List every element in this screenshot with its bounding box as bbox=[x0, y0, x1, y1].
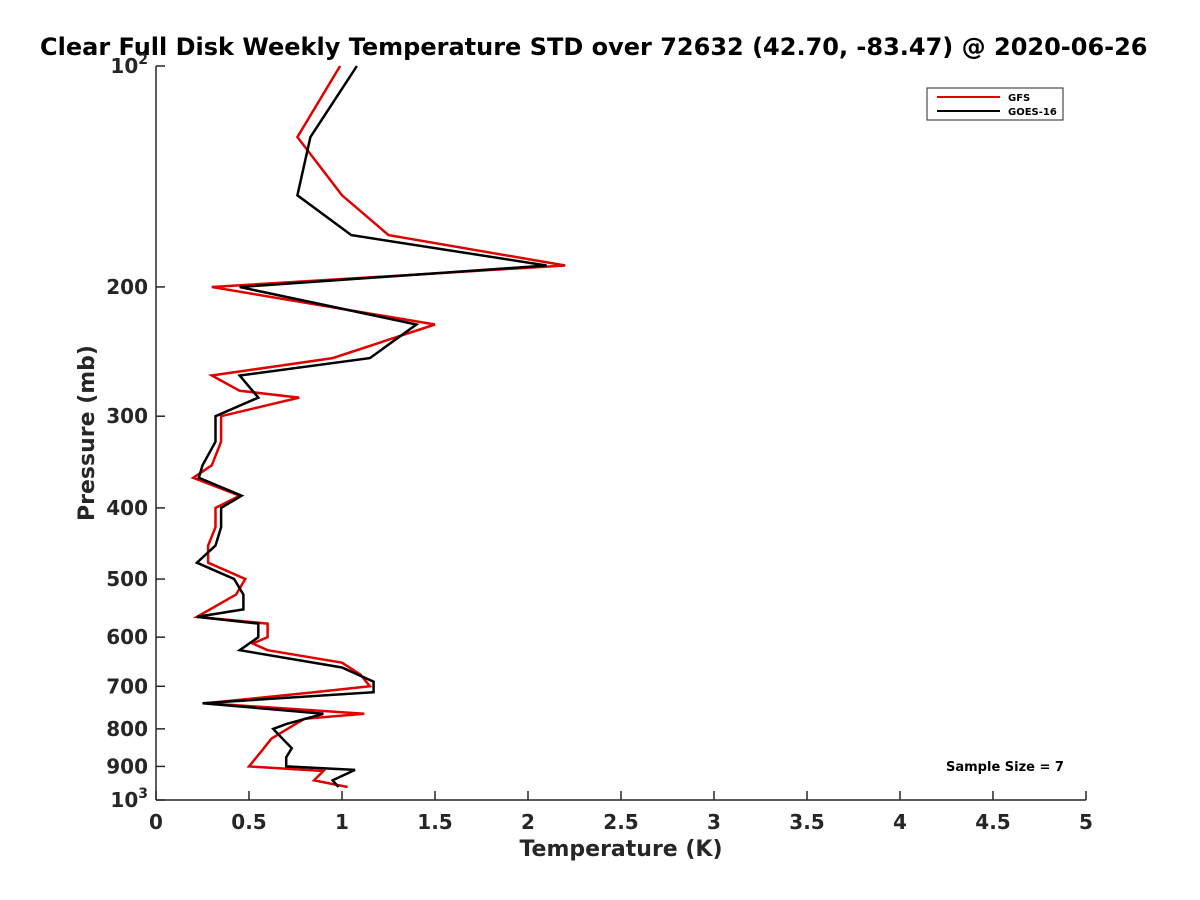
y-tick-label: 500 bbox=[106, 567, 148, 591]
axes bbox=[155, 66, 1086, 801]
x-tick-label: 2.5 bbox=[603, 810, 638, 834]
x-tick-label: 2 bbox=[521, 810, 535, 834]
legend-gfs-label: GFS bbox=[1008, 93, 1030, 104]
chart-title: Clear Full Disk Weekly Temperature STD o… bbox=[40, 33, 1148, 61]
x-axis-label: Temperature (K) bbox=[519, 837, 722, 862]
y-tick-label: 300 bbox=[106, 404, 148, 428]
y-tick-label: 102 bbox=[110, 52, 148, 78]
y-tick-label: 103 bbox=[110, 786, 148, 812]
legend-box bbox=[926, 87, 1064, 121]
x-tick-label: 0.5 bbox=[231, 810, 266, 834]
x-tick-label: 1.5 bbox=[417, 810, 452, 834]
x-ticks: 0 0.5 1 1.5 2 2.5 3 3.5 4 4.5 5 bbox=[149, 791, 1093, 834]
x-tick-label: 3.5 bbox=[789, 810, 824, 834]
x-tick-label: 3 bbox=[707, 810, 721, 834]
series-lines bbox=[190, 65, 566, 789]
y-tick-label: 900 bbox=[106, 754, 148, 778]
legend: GFS GOES-16 bbox=[926, 87, 1064, 121]
y-tick-label: 700 bbox=[106, 674, 148, 698]
legend-goes16-label: GOES-16 bbox=[1008, 107, 1057, 118]
x-tick-label: 4.5 bbox=[975, 810, 1010, 834]
y-axis-label: Pressure (mb) bbox=[75, 345, 100, 521]
x-tick-label: 4 bbox=[893, 810, 907, 834]
series-line-gfs bbox=[190, 65, 566, 789]
sample-size-annotation: Sample Size = 7 bbox=[946, 760, 1064, 775]
y-ticks: 102 200 300 400 500 600 700 800 900 103 bbox=[106, 52, 165, 812]
x-tick-label: 0 bbox=[149, 810, 163, 834]
x-tick-label: 1 bbox=[335, 810, 349, 834]
y-tick-label: 400 bbox=[106, 496, 148, 520]
y-tick-label: 600 bbox=[106, 625, 148, 649]
y-tick-label: 200 bbox=[106, 275, 148, 299]
y-tick-label: 800 bbox=[106, 717, 148, 741]
series-line-goes-16 bbox=[194, 65, 547, 788]
x-tick-label: 5 bbox=[1079, 810, 1093, 834]
